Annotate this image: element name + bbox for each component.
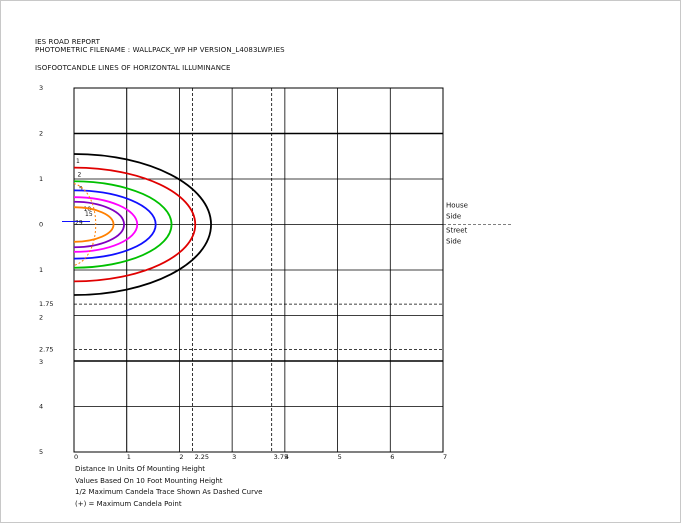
y-tick-label: 3	[39, 358, 43, 366]
y-tick-label: 2	[39, 314, 43, 322]
y-tick-label: 0	[39, 221, 43, 229]
plot-grid	[73, 87, 511, 453]
side-labels: House Side Street Side	[446, 202, 468, 246]
x-tick-label: 7	[443, 453, 447, 461]
isoline-label: 2	[78, 172, 82, 179]
y-tick-label: 1	[39, 175, 43, 183]
isoline	[73, 189, 157, 260]
y-tick-label: 3	[39, 84, 43, 92]
side-label: Side	[446, 213, 461, 221]
note-mounting-height: Values Based On 10 Foot Mounting Height	[75, 476, 223, 485]
chart-subtitle: ISOFOOTCANDLE LINES OF HORIZONTAL ILLUMI…	[35, 64, 231, 72]
isoline-label: 10	[84, 206, 92, 213]
isoline	[73, 196, 139, 253]
x-tick-label: 3.75	[274, 453, 288, 461]
half-max-candela-trace	[73, 183, 97, 266]
x-tick-label: 2	[179, 453, 183, 461]
y-tick-label: 2.75	[39, 346, 53, 354]
isoline	[73, 166, 197, 283]
isoline	[73, 180, 173, 269]
isoline-label: 5	[79, 185, 83, 192]
isoline	[73, 206, 115, 243]
y-tick-label: 1.75	[39, 300, 53, 308]
x-tick-label: 5	[338, 453, 342, 461]
side-label: House	[446, 202, 468, 210]
max-value-label: 29	[75, 220, 83, 227]
x-tick-label: 4	[285, 453, 289, 461]
note-distance: Distance In Units Of Mounting Height	[75, 465, 206, 473]
x-tick-label: 0	[74, 453, 78, 461]
side-label: Side	[446, 238, 461, 246]
isoline	[73, 153, 212, 296]
x-tick-label: 3	[232, 453, 236, 461]
x-tick-label: 2.25	[195, 453, 209, 461]
report-title: IES ROAD REPORT	[35, 38, 100, 46]
y-tick-label: 1	[39, 266, 43, 274]
x-tick-label: 6	[390, 453, 394, 461]
isoline-label: 1	[76, 158, 80, 165]
note-half-candela: 1/2 Maximum Candela Trace Shown As Dashe…	[75, 488, 263, 496]
isoline-label: 15	[85, 211, 93, 218]
x-tick-label: 1	[127, 453, 131, 461]
note-max-candela: (+) = Maximum Candela Point	[75, 499, 182, 508]
side-label: Street	[446, 227, 468, 235]
y-tick-label: 2	[39, 130, 43, 138]
isoline	[73, 200, 125, 249]
legend-notes: Distance In Units Of Mounting Height Val…	[75, 464, 262, 510]
y-tick-label: 4	[39, 403, 43, 411]
photometric-filename: PHOTOMETRIC FILENAME : WALLPACK_WP HP VE…	[35, 46, 285, 54]
y-tick-label: 5	[39, 448, 43, 456]
